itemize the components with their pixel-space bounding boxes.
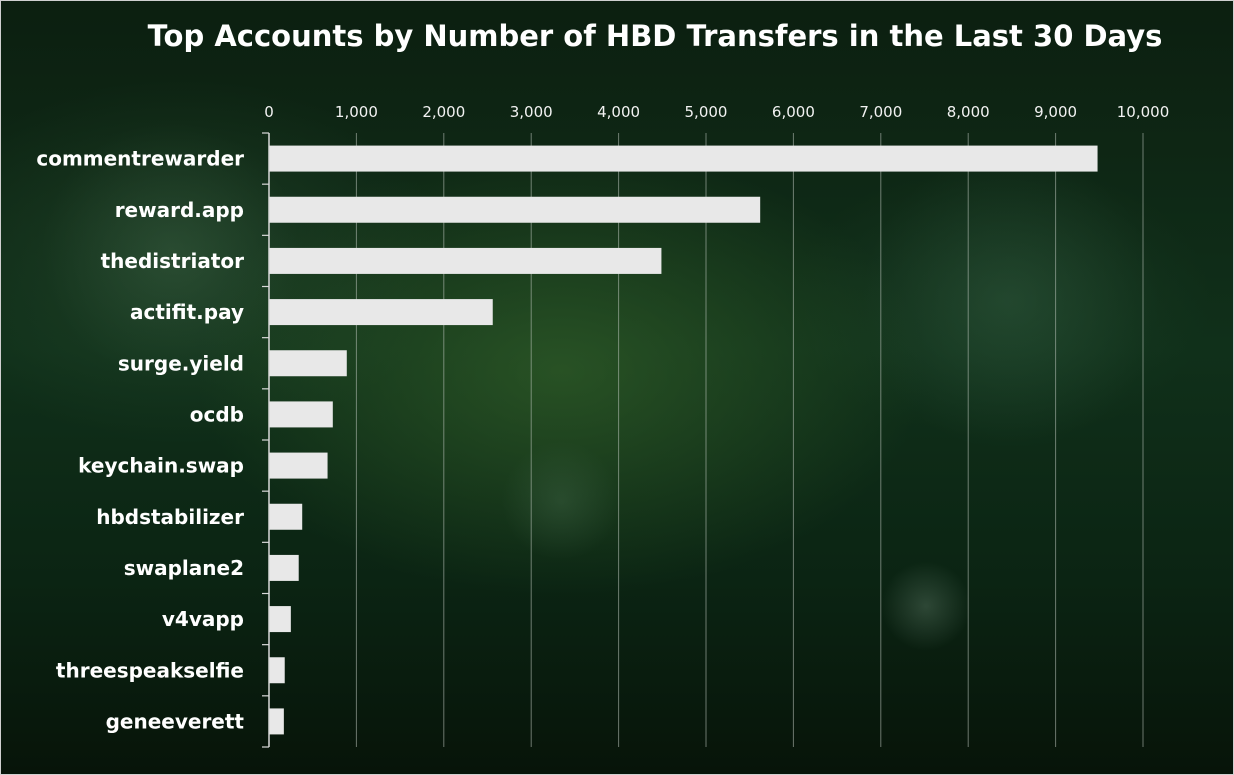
bar	[269, 401, 333, 428]
x-tick-label: 4,000	[597, 103, 640, 121]
chart-title: Top Accounts by Number of HBD Transfers …	[148, 19, 1163, 53]
category-labels: commentrewarder reward.app thedistriator ac…	[36, 147, 244, 734]
bar	[269, 350, 347, 377]
category-label: threespeakselfie	[56, 658, 244, 682]
bar	[269, 196, 761, 223]
category-label: v4vapp	[162, 607, 244, 631]
bar	[269, 452, 328, 479]
x-tick-label: 10,000	[1117, 103, 1170, 121]
x-tick-label: 7,000	[859, 103, 902, 121]
bar	[269, 606, 291, 633]
bar	[269, 503, 303, 530]
category-label: ocdb	[190, 402, 244, 426]
category-label: thedistriator	[101, 249, 245, 273]
category-label: keychain.swap	[78, 454, 244, 478]
y-axis	[262, 132, 270, 748]
category-label: surge.yield	[118, 351, 244, 375]
gridlines	[355, 133, 1144, 747]
category-label: hbdstabilizer	[96, 505, 244, 529]
bar	[269, 657, 285, 684]
bars	[269, 145, 1098, 735]
bar	[269, 299, 493, 326]
x-tick-label: 0	[264, 103, 274, 121]
category-label: actifit.pay	[130, 300, 244, 324]
bar	[269, 554, 299, 581]
x-tick-label: 5,000	[685, 103, 728, 121]
bar	[269, 708, 284, 735]
category-label: commentrewarder	[36, 147, 244, 171]
x-tick-label: 9,000	[1034, 103, 1077, 121]
category-label: reward.app	[115, 198, 244, 222]
category-label: swaplane2	[124, 556, 244, 580]
category-label: geneeverett	[106, 709, 245, 733]
x-tick-label: 1,000	[335, 103, 378, 121]
x-tick-label: 3,000	[510, 103, 553, 121]
x-tick-label: 2,000	[422, 103, 465, 121]
bar	[269, 145, 1098, 172]
x-axis-tick-labels: 0 1,000 2,000 3,000 4,000 5,000 6,000 7,000 8,00…	[264, 103, 1169, 121]
x-tick-label: 8,000	[947, 103, 990, 121]
bar	[269, 247, 662, 274]
x-tick-label: 6,000	[772, 103, 815, 121]
